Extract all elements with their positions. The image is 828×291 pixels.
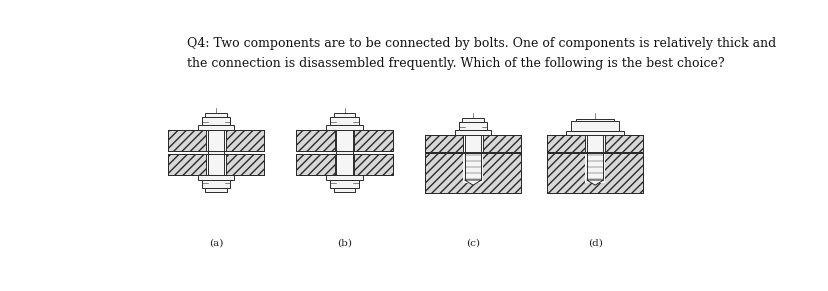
Bar — [325, 125, 363, 130]
Bar — [296, 130, 392, 151]
Bar — [167, 154, 264, 175]
Bar — [604, 135, 643, 152]
Bar — [167, 130, 264, 151]
Bar — [546, 153, 643, 194]
Text: (a): (a) — [209, 239, 223, 248]
Bar — [458, 122, 487, 130]
Bar — [205, 113, 227, 117]
Bar — [201, 180, 230, 188]
Bar — [296, 130, 335, 151]
Bar — [296, 154, 335, 175]
Bar — [465, 135, 481, 180]
Bar — [330, 180, 359, 188]
Bar — [334, 113, 355, 117]
Bar — [586, 135, 603, 180]
Bar — [570, 121, 619, 131]
Bar — [462, 118, 484, 122]
Bar — [167, 130, 206, 151]
Text: Q4: Two components are to be connected by bolts. One of components is relatively: Q4: Two components are to be connected b… — [187, 37, 776, 50]
Bar — [334, 188, 355, 192]
Bar — [167, 154, 206, 175]
Bar — [546, 135, 643, 152]
Bar — [546, 135, 585, 152]
Bar — [197, 175, 234, 180]
Bar — [424, 153, 521, 194]
Bar — [208, 130, 224, 175]
Bar — [354, 154, 392, 175]
Bar — [330, 117, 359, 125]
Bar — [225, 130, 264, 151]
Bar — [354, 130, 392, 151]
Bar — [205, 188, 227, 192]
Bar — [546, 153, 643, 194]
Text: (d): (d) — [587, 239, 602, 248]
Bar — [575, 119, 614, 121]
Text: the connection is disassembled frequently. Which of the following is the best ch: the connection is disassembled frequentl… — [187, 57, 724, 70]
Bar — [424, 135, 521, 152]
Bar — [325, 175, 363, 180]
Bar — [336, 130, 353, 175]
Bar — [482, 135, 521, 152]
Bar — [585, 152, 604, 183]
Bar — [201, 117, 230, 125]
Bar — [454, 130, 491, 135]
Text: (c): (c) — [465, 239, 479, 248]
Bar — [463, 152, 482, 183]
Bar — [566, 131, 623, 135]
Bar — [225, 154, 264, 175]
Bar — [424, 153, 521, 194]
Polygon shape — [465, 180, 481, 185]
Bar — [296, 154, 392, 175]
Bar — [424, 135, 463, 152]
Polygon shape — [586, 180, 603, 185]
Bar — [197, 125, 234, 130]
Text: (b): (b) — [337, 239, 352, 248]
